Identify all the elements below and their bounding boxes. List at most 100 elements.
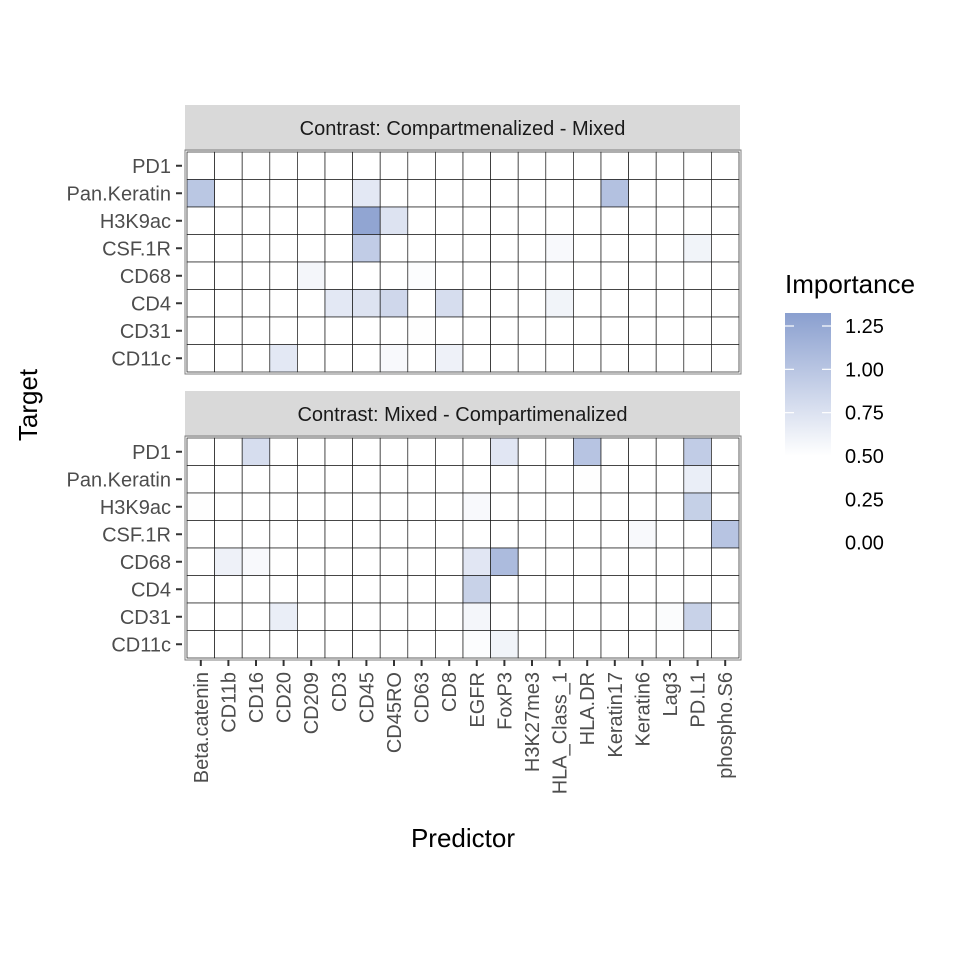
- heatmap-cell: [573, 344, 602, 373]
- heatmap-cell: [379, 206, 409, 235]
- heatmap-cell: [711, 630, 740, 659]
- legend: 1.25 1.00 0.75 0.50 0.25 0.00: [785, 313, 884, 555]
- y-tick-label: CD4: [131, 293, 171, 315]
- heatmap-cell: [352, 465, 381, 494]
- heatmap-cell: [269, 465, 298, 494]
- heatmap-cell: [379, 289, 409, 318]
- heatmap-cell: [186, 151, 215, 180]
- heatmap-cell: [241, 151, 271, 180]
- heatmap-cell: [186, 465, 215, 494]
- heatmap-cell: [269, 234, 298, 263]
- heatmap-cell: [407, 289, 436, 318]
- legend-title: Importance: [785, 269, 915, 299]
- heatmap-cell: [573, 575, 602, 604]
- heatmap-cell: [517, 437, 547, 466]
- panel-border: [184, 435, 742, 661]
- heatmap-cell: [324, 630, 353, 659]
- heatmap-cell: [545, 206, 574, 235]
- heatmap-cell: [600, 602, 629, 631]
- heatmap-cell: [628, 206, 657, 235]
- heatmap-cell: [517, 261, 547, 290]
- heatmap-cell: [600, 492, 629, 521]
- heatmap-cell: [435, 492, 464, 521]
- heatmap-cell: [297, 630, 326, 659]
- heatmap-cell: [683, 630, 712, 659]
- heatmap-cell: [711, 179, 740, 208]
- heatmap-cell: [490, 261, 519, 290]
- heatmap-cell: [407, 547, 436, 576]
- heatmap-cell: [462, 206, 491, 235]
- heatmap-cell: [462, 575, 491, 604]
- y-tick-label: PD1: [132, 156, 171, 178]
- heatmap-cell: [711, 234, 740, 263]
- heatmap-cell: [214, 261, 243, 290]
- x-tick-label: CD45RO: [384, 672, 406, 753]
- x-tick-label: CD209: [301, 672, 323, 734]
- heatmap-cell: [379, 520, 409, 549]
- heatmap-cell: [214, 234, 243, 263]
- x-tick-label: CD8: [439, 672, 461, 712]
- heatmap-cell: [628, 151, 657, 180]
- heatmap-cell: [711, 261, 740, 290]
- heatmap-cell: [517, 465, 547, 494]
- heatmap-cell: [545, 602, 574, 631]
- heatmap-cell: [186, 437, 215, 466]
- heatmap-cell: [490, 465, 519, 494]
- y-tick-label: CSF.1R: [102, 238, 171, 260]
- heatmap-cell: [545, 316, 574, 345]
- heatmap-cell: [297, 151, 326, 180]
- heatmap-cell: [683, 206, 712, 235]
- heatmap-cell: [379, 234, 409, 263]
- heatmap-cell: [462, 547, 491, 576]
- heatmap-cell: [545, 575, 574, 604]
- x-tick-label: CD63: [412, 672, 434, 723]
- heatmap-cell: [600, 575, 629, 604]
- heatmap-cell: [462, 234, 491, 263]
- heatmap-cell: [186, 630, 215, 659]
- heatmap-cell: [711, 289, 740, 318]
- heatmap-cell: [214, 289, 243, 318]
- heatmap-cell: [407, 630, 436, 659]
- heatmap-cell: [545, 630, 574, 659]
- heatmap-cell: [628, 316, 657, 345]
- heatmap-cell: [352, 547, 381, 576]
- heatmap-cell: [600, 520, 629, 549]
- heatmap-cell: [352, 575, 381, 604]
- heatmap-cell: [462, 602, 491, 631]
- heatmap-cell: [186, 344, 215, 373]
- heatmap-cell: [628, 465, 657, 494]
- heatmap-cell: [600, 289, 629, 318]
- heatmap-cell: [297, 575, 326, 604]
- heatmap-cell: [324, 344, 353, 373]
- heatmap-cell: [628, 492, 657, 521]
- heatmap-cell: [297, 437, 326, 466]
- heatmap-cell: [324, 520, 353, 549]
- heatmap-cell: [545, 492, 574, 521]
- heatmap-cell: [545, 234, 574, 263]
- heatmap-cell: [186, 261, 215, 290]
- heatmap-cell: [214, 151, 243, 180]
- heatmap-cell: [352, 261, 381, 290]
- heatmap-cell: [324, 151, 353, 180]
- heatmap-cell: [407, 520, 436, 549]
- heatmap-cell: [352, 492, 381, 521]
- heatmap-cell: [683, 520, 712, 549]
- heatmap-cell: [600, 316, 629, 345]
- heatmap-cell: [711, 465, 740, 494]
- heatmap-cell: [655, 206, 685, 235]
- heatmap-cell: [600, 179, 629, 208]
- heatmap-cell: [517, 520, 547, 549]
- heatmap-cell: [324, 206, 353, 235]
- heatmap-cell: [490, 520, 519, 549]
- heatmap-cell: [600, 547, 629, 576]
- heatmap-cell: [711, 344, 740, 373]
- heatmap-cell: [407, 602, 436, 631]
- panels: Contrast: Compartmenalized - Mixed PD1 Pan…: [66, 105, 742, 661]
- heatmap-cell: [655, 602, 685, 631]
- heatmap-cell: [683, 465, 712, 494]
- heatmap-cell: [435, 630, 464, 659]
- heatmap-cell: [490, 602, 519, 631]
- heatmap-cell: [297, 179, 326, 208]
- x-tick-label: PD.L1: [688, 672, 710, 728]
- y-tick-label: CD4: [131, 579, 171, 601]
